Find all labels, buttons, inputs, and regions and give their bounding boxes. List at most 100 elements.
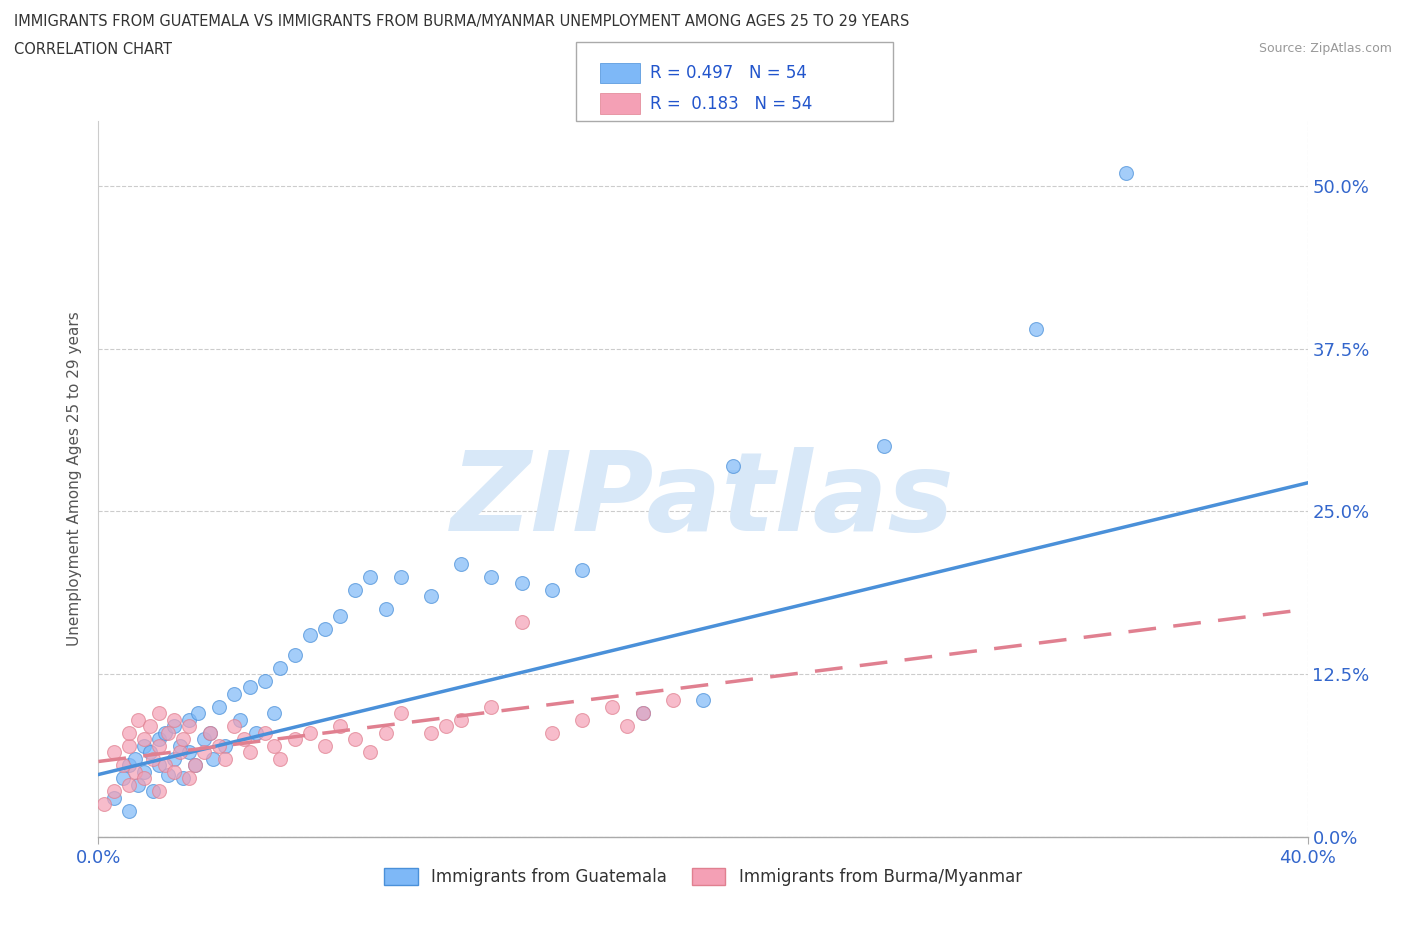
Point [103, 745, 125, 760]
Legend: Immigrants from Guatemala, Immigrants from Burma/Myanmar: Immigrants from Guatemala, Immigrants fr… [378, 861, 1028, 893]
Point [208, 738, 231, 753]
Point [450, 712, 472, 727]
Y-axis label: Unemployment Among Ages 25 to 29 years: Unemployment Among Ages 25 to 29 years [67, 312, 83, 646]
Point [602, 699, 624, 714]
Point [111, 758, 134, 773]
Point [723, 458, 745, 473]
Point [132, 738, 155, 753]
Point [156, 725, 179, 740]
Point [263, 706, 285, 721]
Point [239, 680, 262, 695]
Point [184, 758, 207, 773]
Point [142, 784, 165, 799]
Point [139, 719, 162, 734]
Point [93, 797, 115, 812]
Point [434, 719, 457, 734]
Point [179, 771, 201, 786]
Point [148, 732, 170, 747]
Point [284, 647, 307, 662]
Point [239, 745, 262, 760]
Point [631, 706, 654, 721]
Point [344, 732, 367, 747]
Point [510, 615, 533, 630]
Point [540, 725, 562, 740]
Point [156, 767, 179, 782]
Text: IMMIGRANTS FROM GUATEMALA VS IMMIGRANTS FROM BURMA/MYANMAR UNEMPLOYMENT AMONG AG: IMMIGRANTS FROM GUATEMALA VS IMMIGRANTS … [14, 14, 910, 29]
Point [172, 732, 194, 747]
Point [284, 732, 307, 747]
Point [1024, 322, 1046, 337]
Point [200, 725, 222, 740]
Point [163, 764, 186, 779]
Point [661, 693, 683, 708]
Point [132, 771, 155, 786]
Point [571, 563, 593, 578]
Point [631, 706, 654, 721]
Point [148, 706, 170, 721]
Point [389, 706, 412, 721]
Point [245, 725, 267, 740]
Point [344, 582, 367, 597]
Text: Source: ZipAtlas.com: Source: ZipAtlas.com [1258, 42, 1392, 55]
Point [132, 732, 155, 747]
Text: ZIPatlas: ZIPatlas [451, 447, 955, 554]
Point [224, 719, 246, 734]
Point [148, 758, 170, 773]
Point [127, 777, 149, 792]
Point [184, 758, 207, 773]
Point [103, 790, 125, 805]
Point [179, 745, 201, 760]
Point [139, 745, 162, 760]
Point [118, 738, 141, 753]
Point [200, 725, 222, 740]
Point [153, 725, 176, 740]
Text: R = 0.497   N = 54: R = 0.497 N = 54 [650, 64, 807, 82]
Point [329, 719, 352, 734]
Point [193, 745, 215, 760]
Point [269, 660, 291, 675]
Point [148, 784, 170, 799]
Point [571, 712, 593, 727]
Point [269, 751, 291, 766]
Point [224, 686, 246, 701]
Point [208, 699, 231, 714]
Text: R =  0.183   N = 54: R = 0.183 N = 54 [650, 95, 811, 113]
Point [420, 589, 443, 604]
Point [214, 751, 236, 766]
Point [481, 699, 503, 714]
Point [187, 706, 209, 721]
Point [873, 439, 896, 454]
Point [103, 784, 125, 799]
Point [169, 738, 191, 753]
Point [163, 719, 186, 734]
Text: CORRELATION CHART: CORRELATION CHART [14, 42, 172, 57]
Point [127, 712, 149, 727]
Point [253, 673, 276, 688]
Point [118, 725, 141, 740]
Point [118, 777, 141, 792]
Point [1115, 166, 1137, 180]
Point [142, 751, 165, 766]
Point [263, 738, 285, 753]
Point [314, 621, 336, 636]
Point [616, 719, 638, 734]
Point [314, 738, 336, 753]
Point [329, 608, 352, 623]
Point [193, 732, 215, 747]
Point [163, 712, 186, 727]
Point [118, 804, 141, 818]
Point [179, 712, 201, 727]
Point [540, 582, 562, 597]
Point [202, 751, 225, 766]
Point [299, 725, 322, 740]
Point [124, 751, 146, 766]
Point [253, 725, 276, 740]
Point [111, 771, 134, 786]
Point [232, 732, 254, 747]
Point [179, 719, 201, 734]
Point [118, 758, 141, 773]
Point [420, 725, 443, 740]
Point [299, 628, 322, 643]
Point [169, 745, 191, 760]
Point [163, 751, 186, 766]
